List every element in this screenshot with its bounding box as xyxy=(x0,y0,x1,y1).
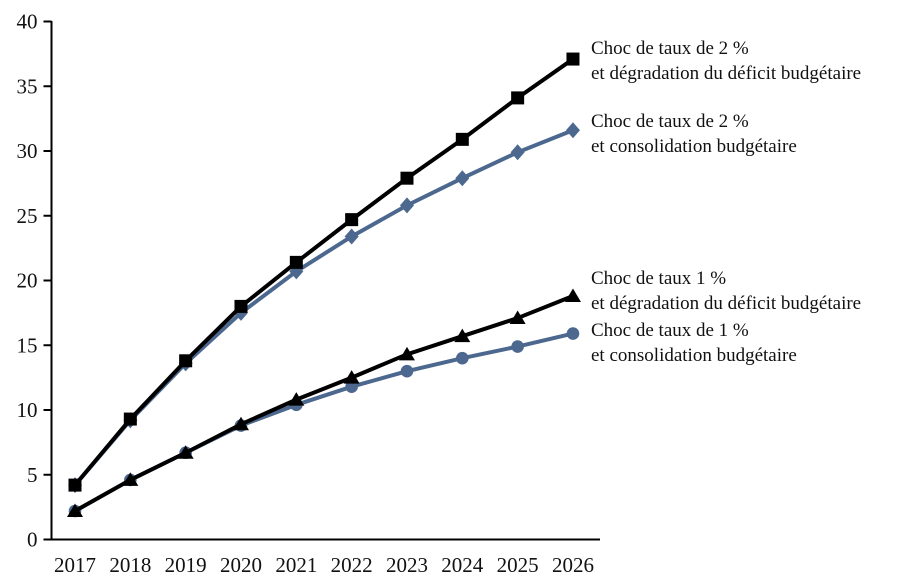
x-tick-label: 2025 xyxy=(497,553,539,577)
series-line xyxy=(73,128,574,487)
y-tick-label: 0 xyxy=(27,528,38,552)
marker-triangle xyxy=(232,416,249,431)
marker-triangle xyxy=(177,445,194,459)
x-tick-label: 2022 xyxy=(331,553,373,577)
marker-diamond xyxy=(399,197,414,214)
marker-triangle xyxy=(67,503,83,518)
y-tick-label: 20 xyxy=(17,269,38,293)
legend-label-line: et consolidation budgétaire xyxy=(591,136,797,157)
marker-square xyxy=(179,354,193,368)
x-axis-labels: 2017 2018 2019 2020 2021 2022 2023 2024 2025 2026 xyxy=(54,553,594,577)
series-line xyxy=(73,57,575,487)
series-line xyxy=(74,331,574,513)
marker-diamond xyxy=(344,228,359,245)
marker-diamond xyxy=(565,122,580,139)
legend-label-line: et consolidation budgétaire xyxy=(591,345,797,366)
marker-circle xyxy=(400,364,414,378)
legend-label-line: Choc de taux 1 % xyxy=(591,268,727,289)
legend-label-line: et dégradation du déficit budgétaire xyxy=(591,63,862,84)
marker-square xyxy=(345,213,359,227)
x-tick-label: 2021 xyxy=(275,553,317,577)
series-square xyxy=(68,52,580,492)
marker-circle xyxy=(566,327,580,340)
marker-triangle xyxy=(564,288,581,303)
series-circle xyxy=(68,327,580,518)
legend-label-line: et dégradation du déficit budgétaire xyxy=(591,293,862,314)
x-tick-label: 2024 xyxy=(441,553,484,577)
x-tick-label: 2023 xyxy=(386,553,428,577)
marker-triangle xyxy=(398,346,415,361)
y-tick-label: 25 xyxy=(17,204,38,228)
x-tick-label: 2019 xyxy=(165,553,207,577)
legend-label-line: Choc de taux de 2 % xyxy=(591,111,749,132)
marker-square xyxy=(566,52,580,66)
y-tick-label: 5 xyxy=(27,463,38,487)
y-tick-label: 10 xyxy=(17,398,38,422)
marker-triangle xyxy=(122,472,139,486)
y-tick-label: 40 xyxy=(17,10,38,34)
legend-series-shock2-degradation: Choc de taux de 2 % et dégradation du dé… xyxy=(591,36,924,86)
marker-square xyxy=(511,91,525,105)
y-tick-label: 35 xyxy=(17,74,38,98)
marker-triangle xyxy=(454,328,471,343)
y-tick-label: 30 xyxy=(17,139,38,163)
marker-square xyxy=(68,478,82,492)
marker-diamond xyxy=(510,144,525,161)
marker-triangle xyxy=(288,392,305,406)
marker-square xyxy=(289,255,303,269)
marker-square xyxy=(455,132,469,146)
marker-circle xyxy=(511,340,524,353)
marker-triangle xyxy=(343,370,360,384)
marker-square xyxy=(234,299,248,313)
marker-square xyxy=(400,171,414,185)
marker-diamond xyxy=(455,170,470,187)
y-axis-ticks: 0 5 10 15 20 25 30 35 40 xyxy=(17,10,52,552)
series-line xyxy=(74,294,574,513)
legend-series-shock2-consolidation: Choc de taux de 2 % et consolidation bud… xyxy=(591,109,924,159)
x-tick-label: 2017 xyxy=(54,553,96,577)
series-triangle xyxy=(67,288,581,518)
x-tick-label: 2026 xyxy=(552,553,594,577)
legend-series-shock1-consolidation: Choc de taux de 1 % et consolidation bud… xyxy=(591,318,924,368)
marker-triangle xyxy=(509,310,526,325)
x-tick-label: 2018 xyxy=(109,553,151,577)
marker-square xyxy=(123,412,137,426)
y-tick-label: 15 xyxy=(17,333,38,357)
marker-circle xyxy=(456,351,469,365)
legend-series-shock1-degradation: Choc de taux 1 % et dégradation du défic… xyxy=(591,266,924,316)
legend-label-line: Choc de taux de 2 % xyxy=(591,38,749,59)
series-diamond xyxy=(68,122,580,494)
x-tick-label: 2020 xyxy=(220,553,262,577)
legend-label-line: Choc de taux de 1 % xyxy=(591,320,749,341)
